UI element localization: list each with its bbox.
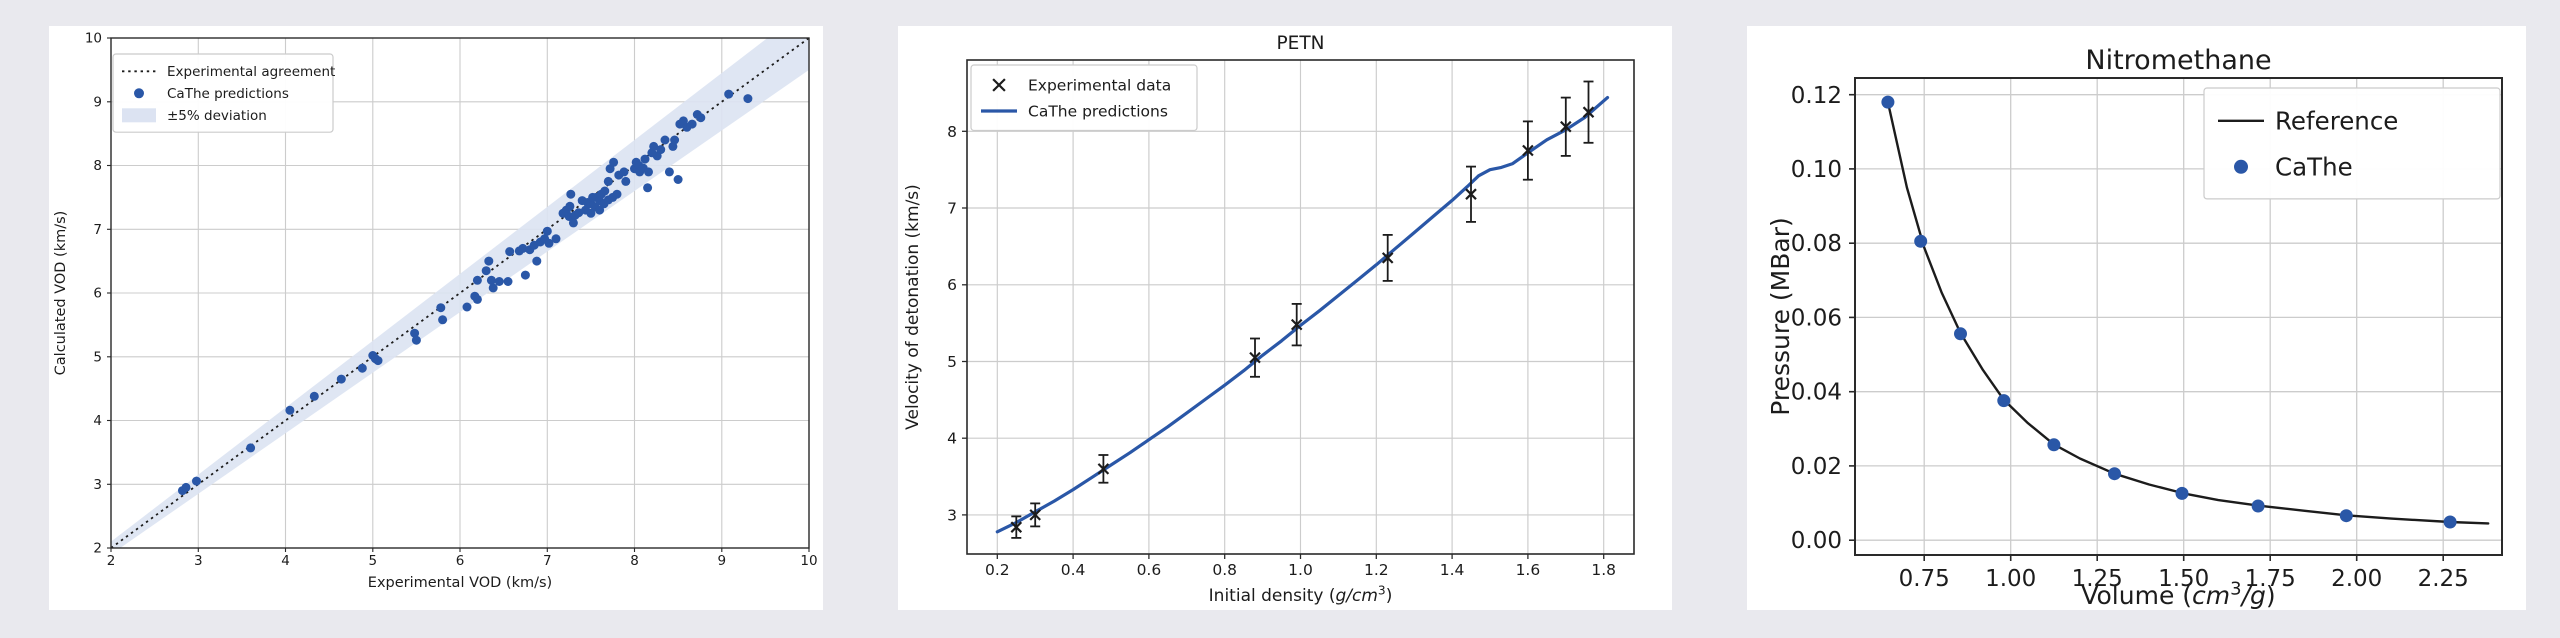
- series-experimental-data: [1010, 80, 1595, 539]
- grid: [1855, 78, 2502, 555]
- svg-text:Reference: Reference: [2275, 106, 2398, 135]
- svg-text:0.10: 0.10: [1791, 157, 1842, 183]
- svg-text:4: 4: [281, 553, 290, 569]
- svg-text:2.00: 2.00: [2331, 566, 2382, 592]
- svg-text:0.75: 0.75: [1899, 566, 1950, 592]
- svg-text:0.8: 0.8: [1212, 561, 1237, 579]
- svg-text:2: 2: [107, 553, 116, 569]
- svg-text:1.4: 1.4: [1440, 561, 1465, 579]
- y-axis-label: Velocity of detonation (km/s): [903, 184, 923, 430]
- x-axis-label: Volume (cm3/g): [2081, 579, 2275, 611]
- svg-text:10: 10: [800, 553, 817, 569]
- svg-text:1.25: 1.25: [2072, 566, 2123, 592]
- legend: Reference CaThe: [2203, 87, 2501, 200]
- svg-text:4: 4: [947, 430, 957, 448]
- legend: Experimental data CaThe predictions: [970, 64, 1198, 132]
- svg-text:8: 8: [630, 553, 639, 569]
- svg-text:3: 3: [947, 506, 957, 524]
- svg-text:5: 5: [369, 553, 378, 569]
- svg-text:±5% deviation: ±5% deviation: [167, 108, 267, 124]
- svg-text:5: 5: [947, 353, 957, 371]
- chart-title: Nitromethane: [2085, 45, 2271, 76]
- svg-text:1.75: 1.75: [2245, 566, 2296, 592]
- svg-text:7: 7: [93, 222, 102, 238]
- x-axis-label: Experimental VOD (km/s): [368, 575, 552, 591]
- x-axis: 0.75 1.00 1.25 1.50 1.75 2.00 2.25 Volume (cm3/…: [1899, 555, 2469, 610]
- svg-text:CaThe: CaThe: [2275, 152, 2353, 181]
- svg-text:0.4: 0.4: [1061, 561, 1086, 579]
- x-axis: 0.2 0.4 0.6 0.8 1.0 1.2 1.4 1.6 1.8 Initial densi…: [985, 554, 1616, 606]
- panel-vod-parity: 2 3 4 5 6 7 8 9 10 Experimental VOD (km/s) 2 3 4 5 6 7 8…: [49, 26, 823, 610]
- svg-text:1.00: 1.00: [1985, 566, 2036, 592]
- series-reference: [1886, 100, 2490, 525]
- chart-petn: 0.2 0.4 0.6 0.8 1.0 1.2 1.4 1.6 1.8 Initial densi…: [903, 33, 1635, 606]
- y-axis: 3 4 5 6 7 8 Velocity of detonation (km/s): [903, 123, 967, 524]
- svg-text:6: 6: [947, 276, 957, 294]
- svg-text:6: 6: [456, 553, 465, 569]
- svg-text:2: 2: [93, 541, 102, 557]
- svg-text:0.00: 0.00: [1791, 528, 1842, 554]
- svg-text:Experimental agreement: Experimental agreement: [167, 64, 335, 80]
- svg-text:0.6: 0.6: [1137, 561, 1162, 579]
- svg-text:8: 8: [947, 123, 957, 141]
- y-axis: 0.00 0.02 0.04 0.06 0.08 0.10 0.12 Pressure (MB…: [1766, 83, 1855, 554]
- panel-nitromethane: 0.75 1.00 1.25 1.50 1.75 2.00 2.25 Volume (cm3/…: [1747, 26, 2526, 610]
- svg-text:0.04: 0.04: [1791, 380, 1842, 406]
- chart-nitromethane: 0.75 1.00 1.25 1.50 1.75 2.00 2.25 Volume (cm3/…: [1766, 45, 2503, 610]
- y-axis-label: Pressure (MBar): [1766, 217, 1795, 416]
- svg-text:Experimental data: Experimental data: [1028, 76, 1171, 94]
- grid: [967, 60, 1634, 554]
- series-cathe: [1881, 95, 2457, 529]
- svg-text:CaThe predictions: CaThe predictions: [1028, 102, 1168, 120]
- svg-text:7: 7: [947, 200, 957, 218]
- svg-text:9: 9: [93, 95, 102, 111]
- svg-text:9: 9: [718, 553, 727, 569]
- svg-text:1.50: 1.50: [2158, 566, 2209, 592]
- legend: Experimental agreement CaThe predictions ±…: [112, 53, 335, 133]
- svg-text:2.25: 2.25: [2418, 566, 2469, 592]
- svg-text:1.2: 1.2: [1364, 561, 1389, 579]
- svg-text:0.06: 0.06: [1791, 306, 1842, 332]
- svg-text:3: 3: [93, 477, 102, 493]
- svg-text:4: 4: [93, 413, 102, 429]
- svg-text:10: 10: [85, 31, 102, 47]
- chart-vod-parity: 2 3 4 5 6 7 8 9 10 Experimental VOD (km/s) 2 3 4 5 6 7 8…: [53, 31, 818, 591]
- axes-frame: [1854, 77, 2503, 556]
- x-axis-label: Initial density (g/cm3): [1209, 584, 1393, 607]
- y-axis: 2 3 4 5 6 7 8 9 10 Calculated VOD (km/s): [53, 31, 111, 557]
- svg-text:0.02: 0.02: [1791, 454, 1842, 480]
- svg-text:5: 5: [93, 350, 102, 366]
- svg-text:1.0: 1.0: [1288, 561, 1313, 579]
- series-cathe-predictions: [178, 89, 753, 496]
- panel-petn: 0.2 0.4 0.6 0.8 1.0 1.2 1.4 1.6 1.8 Initial densi…: [898, 26, 1672, 610]
- svg-text:1.8: 1.8: [1591, 561, 1616, 579]
- svg-text:8: 8: [93, 158, 102, 174]
- y-axis-label: Calculated VOD (km/s): [53, 211, 69, 376]
- svg-text:1.6: 1.6: [1516, 561, 1541, 579]
- svg-text:0.2: 0.2: [985, 561, 1010, 579]
- svg-text:6: 6: [93, 286, 102, 302]
- series-cathe-predictions: [995, 95, 1610, 534]
- svg-text:CaThe predictions: CaThe predictions: [167, 86, 289, 102]
- chart-title: PETN: [1277, 33, 1325, 54]
- svg-text:0.12: 0.12: [1791, 83, 1842, 109]
- x-axis: 2 3 4 5 6 7 8 9 10 Experimental VOD (km/s): [107, 548, 818, 591]
- svg-text:0.08: 0.08: [1791, 231, 1842, 257]
- svg-text:7: 7: [543, 553, 552, 569]
- svg-text:3: 3: [194, 553, 203, 569]
